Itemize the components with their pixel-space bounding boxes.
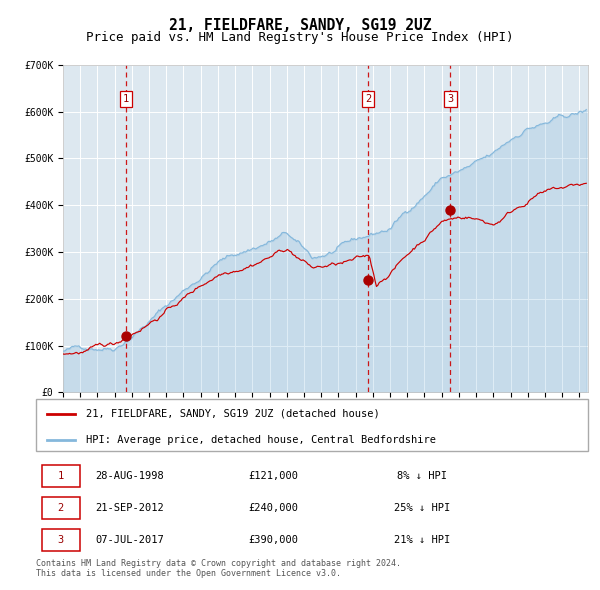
Text: 1: 1 xyxy=(123,94,129,104)
Text: 2: 2 xyxy=(58,503,64,513)
Text: HPI: Average price, detached house, Central Bedfordshire: HPI: Average price, detached house, Cent… xyxy=(86,435,436,445)
Text: £121,000: £121,000 xyxy=(248,471,298,481)
Text: Price paid vs. HM Land Registry's House Price Index (HPI): Price paid vs. HM Land Registry's House … xyxy=(86,31,514,44)
Text: 8% ↓ HPI: 8% ↓ HPI xyxy=(397,471,448,481)
Text: 1: 1 xyxy=(58,471,64,481)
Text: 2: 2 xyxy=(365,94,371,104)
Text: 3: 3 xyxy=(58,535,64,545)
Text: £390,000: £390,000 xyxy=(248,535,298,545)
Text: 21-SEP-2012: 21-SEP-2012 xyxy=(95,503,164,513)
FancyBboxPatch shape xyxy=(36,399,588,451)
Text: 28-AUG-1998: 28-AUG-1998 xyxy=(95,471,164,481)
Text: Contains HM Land Registry data © Crown copyright and database right 2024.
This d: Contains HM Land Registry data © Crown c… xyxy=(36,559,401,578)
FancyBboxPatch shape xyxy=(41,497,80,519)
Text: 25% ↓ HPI: 25% ↓ HPI xyxy=(394,503,451,513)
Text: 21, FIELDFARE, SANDY, SG19 2UZ (detached house): 21, FIELDFARE, SANDY, SG19 2UZ (detached… xyxy=(86,409,379,419)
Text: 07-JUL-2017: 07-JUL-2017 xyxy=(95,535,164,545)
FancyBboxPatch shape xyxy=(41,529,80,550)
Text: 3: 3 xyxy=(448,94,454,104)
Text: 21, FIELDFARE, SANDY, SG19 2UZ: 21, FIELDFARE, SANDY, SG19 2UZ xyxy=(169,18,431,32)
FancyBboxPatch shape xyxy=(41,466,80,487)
Text: £240,000: £240,000 xyxy=(248,503,298,513)
Text: 21% ↓ HPI: 21% ↓ HPI xyxy=(394,535,451,545)
